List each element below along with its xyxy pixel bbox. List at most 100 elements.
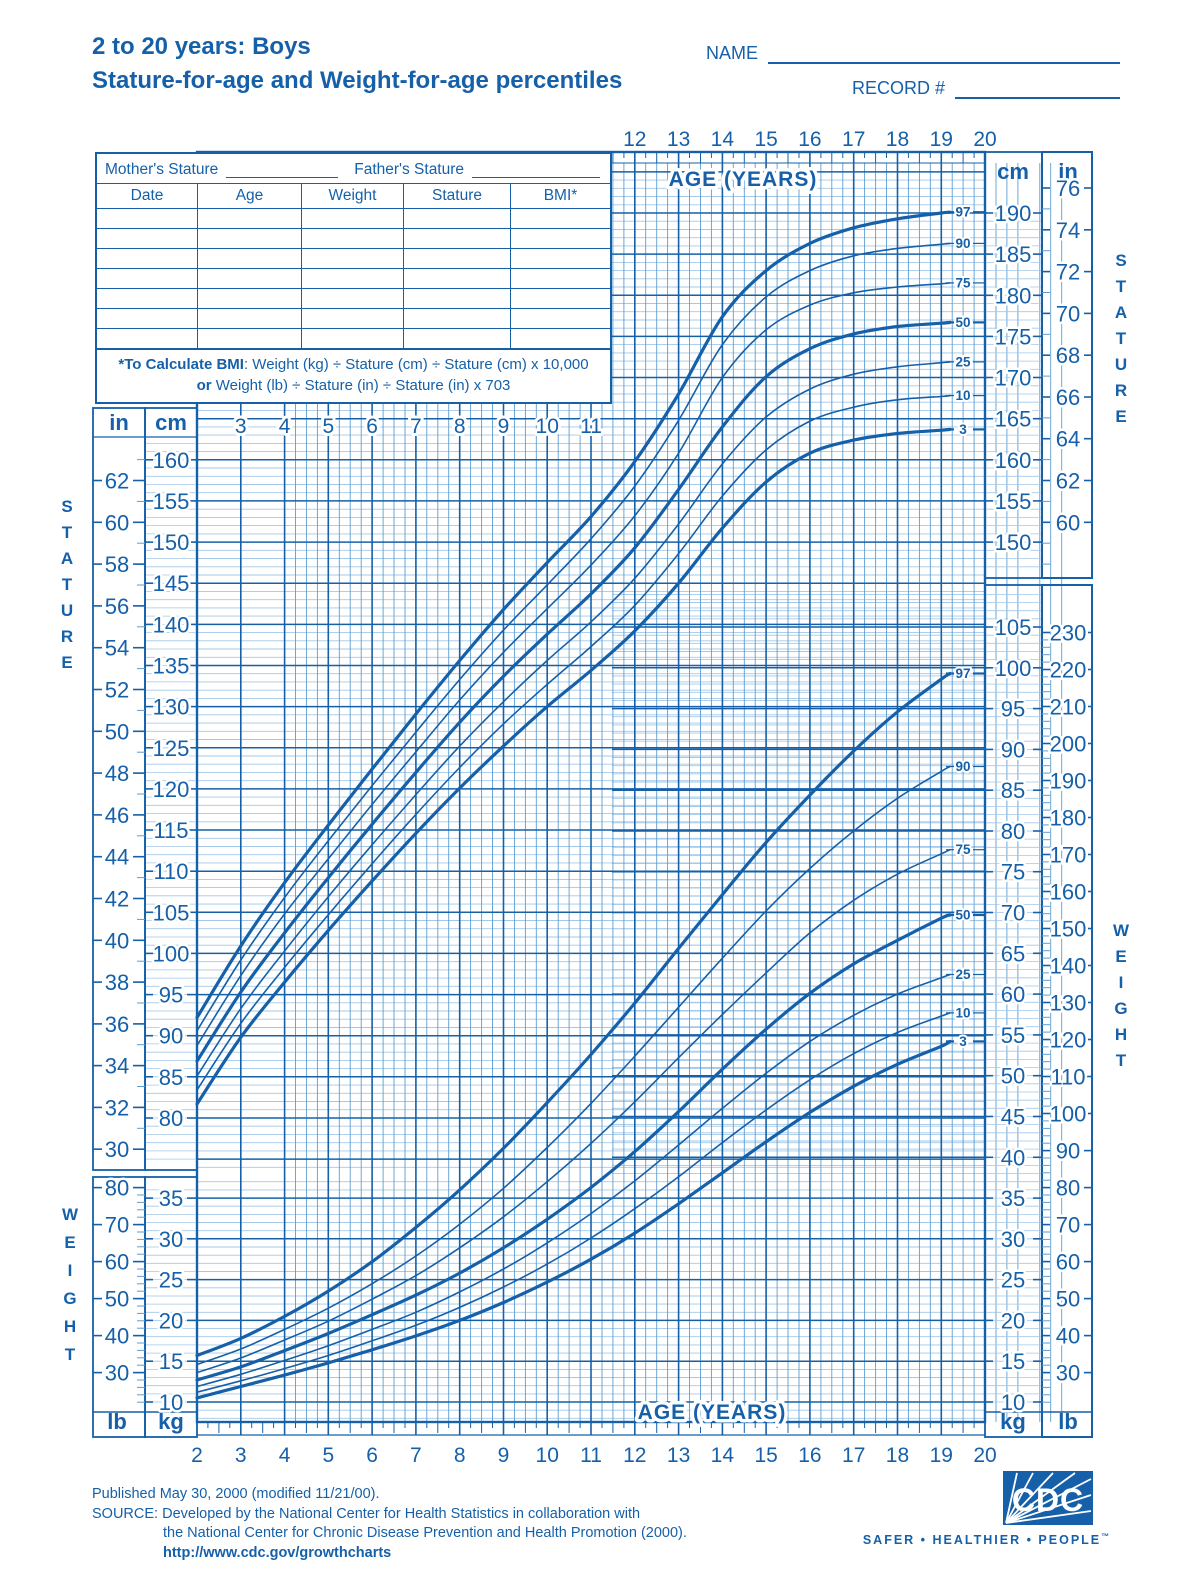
table-cell[interactable]	[510, 248, 610, 269]
table-cell[interactable]	[197, 248, 302, 269]
table-cell[interactable]	[510, 268, 610, 289]
svg-text:140: 140	[1050, 954, 1087, 979]
table-cell[interactable]	[197, 328, 302, 349]
svg-text:AGE (YEARS): AGE (YEARS)	[669, 168, 818, 191]
svg-text:3: 3	[235, 1444, 247, 1467]
table-cell[interactable]	[197, 228, 302, 249]
svg-text:80: 80	[1001, 819, 1025, 844]
measurements-table: Date Age Weight Stature BMI*	[97, 184, 610, 349]
table-cell[interactable]	[301, 268, 404, 289]
svg-text:180: 180	[1050, 806, 1087, 831]
fathers-stature-input-line[interactable]	[472, 163, 600, 178]
stature-curve-25	[196, 361, 951, 1077]
svg-text:230: 230	[1050, 620, 1087, 645]
svg-text:32: 32	[105, 1095, 129, 1120]
percentile-label-weight-curve-90: 90	[955, 759, 970, 774]
age-axis-title-top: AGE (YEARS)	[665, 165, 820, 195]
svg-text:210: 210	[1050, 695, 1087, 720]
svg-text:lb: lb	[107, 1409, 127, 1434]
table-cell[interactable]	[403, 288, 511, 309]
table-cell[interactable]	[97, 288, 198, 309]
svg-text:90: 90	[1056, 1139, 1080, 1164]
table-cell[interactable]	[403, 208, 511, 229]
table-cell[interactable]	[97, 248, 198, 269]
svg-text:6: 6	[366, 415, 378, 438]
table-cell[interactable]	[97, 308, 198, 329]
cdc-logo-rays	[1005, 1472, 1092, 1524]
table-cell[interactable]	[197, 288, 302, 309]
svg-text:45: 45	[1001, 1104, 1025, 1129]
table-cell[interactable]	[301, 328, 404, 349]
table-cell[interactable]	[510, 308, 610, 329]
table-cell[interactable]	[301, 208, 404, 229]
svg-text:20: 20	[159, 1308, 183, 1333]
svg-text:170: 170	[1050, 843, 1087, 868]
svg-text:in: in	[109, 410, 129, 435]
table-cell[interactable]	[403, 328, 511, 349]
table-cell[interactable]	[403, 308, 511, 329]
svg-text:54: 54	[105, 636, 129, 661]
bmi-formula-note: *To Calculate BMI: Weight (kg) ÷ Stature…	[97, 349, 610, 402]
svg-text:40: 40	[1056, 1324, 1080, 1349]
record-input-line[interactable]	[955, 77, 1120, 99]
svg-text:S: S	[1115, 251, 1126, 270]
source-line-2: the National Center for Chronic Disease …	[163, 1525, 687, 1541]
table-cell[interactable]	[510, 228, 610, 249]
svg-text:140: 140	[153, 612, 190, 637]
col-header-bmi: BMI*	[510, 184, 610, 209]
svg-text:62: 62	[105, 469, 129, 494]
weight-curve: 97 90 75 50 25 10 3	[195, 664, 984, 1400]
percentile-label-weight-curve-50: 50	[955, 907, 970, 922]
svg-text:68: 68	[1056, 343, 1080, 368]
table-cell[interactable]	[403, 228, 511, 249]
table-cell[interactable]	[301, 228, 404, 249]
svg-text:30: 30	[1001, 1227, 1025, 1252]
table-cell[interactable]	[301, 308, 404, 329]
svg-text:A: A	[1115, 303, 1127, 322]
svg-text:60: 60	[105, 510, 129, 535]
percentile-label-stature-curve-10: 10	[955, 388, 970, 403]
table-cell[interactable]	[197, 208, 302, 229]
svg-text:cm: cm	[155, 410, 187, 435]
name-input-line[interactable]	[768, 42, 1120, 64]
table-cell[interactable]	[403, 248, 511, 269]
table-cell[interactable]	[301, 248, 404, 269]
table-cell[interactable]	[510, 288, 610, 309]
table-cell[interactable]	[510, 328, 610, 349]
table-cell[interactable]	[510, 208, 610, 229]
table-row	[97, 328, 610, 349]
svg-text:4: 4	[279, 415, 291, 438]
svg-text:15: 15	[754, 128, 777, 151]
stature-axis-left: in cm 160 155 150 145 140 135 130 125 120 115 110 105…	[92, 407, 198, 1171]
svg-text:E: E	[1115, 407, 1126, 426]
svg-text:U: U	[1115, 355, 1127, 374]
svg-text:16: 16	[798, 128, 821, 151]
table-cell[interactable]	[301, 288, 404, 309]
table-cell[interactable]	[197, 268, 302, 289]
svg-text:130: 130	[153, 695, 190, 720]
svg-text:15: 15	[1001, 1349, 1025, 1374]
table-row	[97, 288, 610, 309]
svg-text:T: T	[1116, 1051, 1127, 1070]
table-cell[interactable]	[197, 308, 302, 329]
percentile-label-stature-curve-25: 25	[955, 354, 971, 369]
age-labels-mid: 3 4 5 6 7 8 9 10 11	[232, 412, 605, 441]
svg-text:150: 150	[995, 530, 1032, 555]
table-cell[interactable]	[403, 268, 511, 289]
page-title: 2 to 20 years: Boys	[92, 33, 311, 60]
table-cell[interactable]	[97, 208, 198, 229]
growthcharts-url[interactable]: http://www.cdc.gov/growthcharts	[163, 1544, 392, 1561]
table-row	[97, 228, 610, 249]
patient-data-table: Mother's Stature Father's Stature Date A…	[95, 152, 612, 404]
svg-text:65: 65	[1001, 941, 1025, 966]
name-label: NAME	[706, 43, 759, 63]
percentile-label-stature-curve-97: 97	[955, 205, 970, 220]
source-line-1: SOURCE: Developed by the National Center…	[92, 1505, 641, 1522]
table-cell[interactable]	[97, 328, 198, 349]
mothers-stature-input-line[interactable]	[226, 163, 339, 178]
col-header-age: Age	[197, 184, 302, 209]
table-cell[interactable]	[97, 228, 198, 249]
table-cell[interactable]	[97, 268, 198, 289]
